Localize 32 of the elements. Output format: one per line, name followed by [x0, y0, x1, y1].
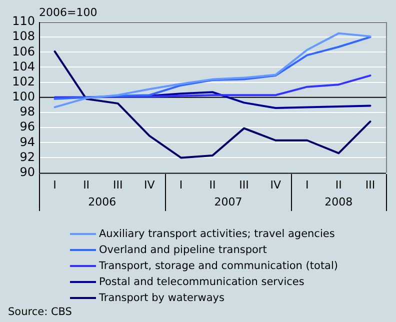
- legend-label: Transport, storage and communication (total): [99, 260, 338, 272]
- x-tick-label: II: [209, 178, 216, 192]
- y-tick-label: 110: [12, 14, 35, 28]
- text: 2008: [324, 196, 353, 209]
- y-tick-label: 100: [12, 90, 35, 104]
- legend-label: Transport by waterways: [99, 292, 224, 304]
- x-tick-label: II: [335, 178, 342, 192]
- source-note: Source: CBS: [8, 306, 72, 318]
- x-tick-label: III: [365, 178, 376, 192]
- x-tick-label: I: [179, 178, 183, 192]
- x-tick-label: II: [83, 178, 90, 192]
- x-tick-label: I: [53, 178, 56, 192]
- x-tick-label: III: [239, 178, 249, 192]
- y-tick-label: 108: [12, 29, 35, 44]
- y-axis-title: 2006=100: [39, 6, 98, 19]
- x-tick-label: IV: [270, 178, 282, 192]
- x-tick-label: IV: [144, 178, 156, 192]
- legend-label: Overland and pipeline transport: [99, 244, 267, 256]
- x-tick-label: I: [306, 178, 309, 192]
- legend-label: Postal and telecommunication services: [99, 276, 304, 288]
- y-tick-label: 96: [20, 120, 35, 134]
- legend-label: Auxiliary transport activities; travel agencies: [99, 228, 335, 240]
- y-tick-label: 90: [20, 164, 35, 179]
- y-tick-label: 94: [20, 134, 35, 149]
- y-tick-label: 92: [20, 150, 35, 164]
- y-tick-label: 104: [12, 59, 35, 74]
- y-tick-label: 106: [12, 44, 35, 58]
- text: 2006: [88, 196, 116, 209]
- text: 2007: [214, 196, 242, 209]
- y-tick-label: 102: [12, 74, 35, 88]
- x-tick-label: III: [112, 178, 123, 192]
- y-tick-label: 98: [20, 104, 35, 119]
